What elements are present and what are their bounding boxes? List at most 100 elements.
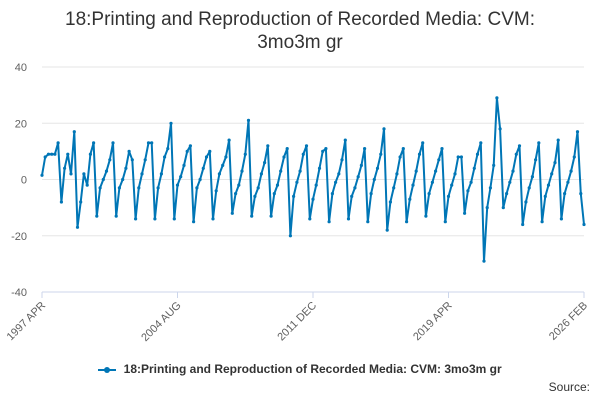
data-point[interactable] xyxy=(575,130,580,134)
data-point[interactable] xyxy=(401,147,405,151)
data-point[interactable] xyxy=(511,169,515,173)
data-point[interactable] xyxy=(259,172,263,176)
data-point[interactable] xyxy=(553,161,557,165)
data-point[interactable] xyxy=(517,144,522,148)
data-point[interactable] xyxy=(263,161,267,165)
data-point[interactable] xyxy=(411,183,415,187)
data-point[interactable] xyxy=(308,217,312,221)
data-point[interactable] xyxy=(582,222,586,227)
data-point[interactable] xyxy=(211,217,215,221)
data-point[interactable] xyxy=(117,186,121,190)
data-point[interactable] xyxy=(498,127,502,131)
data-point[interactable] xyxy=(524,200,528,204)
data-point[interactable] xyxy=(346,217,351,221)
data-point[interactable] xyxy=(375,166,380,170)
data-point[interactable] xyxy=(579,192,583,196)
data-point[interactable] xyxy=(366,220,370,224)
data-point[interactable] xyxy=(330,192,334,196)
data-point[interactable] xyxy=(143,158,147,162)
data-point[interactable] xyxy=(121,177,125,182)
data-point[interactable] xyxy=(279,169,283,173)
data-point[interactable] xyxy=(459,155,463,159)
data-point[interactable] xyxy=(446,194,451,198)
data-point[interactable] xyxy=(440,147,444,151)
data-point[interactable] xyxy=(488,186,492,190)
data-point[interactable] xyxy=(521,222,525,227)
data-point[interactable] xyxy=(443,220,447,224)
data-point[interactable] xyxy=(85,183,89,187)
data-point[interactable] xyxy=(398,155,402,159)
data-point[interactable] xyxy=(343,138,347,142)
data-point[interactable] xyxy=(214,189,218,193)
data-point[interactable] xyxy=(282,155,286,159)
data-point[interactable] xyxy=(166,147,170,151)
data-point[interactable] xyxy=(46,152,51,156)
data-point[interactable] xyxy=(321,149,325,153)
data-point[interactable] xyxy=(453,172,457,176)
data-point[interactable] xyxy=(372,177,376,182)
data-point[interactable] xyxy=(379,152,383,156)
data-point[interactable] xyxy=(427,192,431,196)
data-point[interactable] xyxy=(163,155,167,159)
data-point[interactable] xyxy=(550,172,554,176)
data-point[interactable] xyxy=(363,147,367,151)
data-point[interactable] xyxy=(98,186,102,190)
data-point[interactable] xyxy=(450,183,454,187)
data-point[interactable] xyxy=(295,180,299,184)
data-point[interactable] xyxy=(63,166,67,170)
data-point[interactable] xyxy=(95,214,99,218)
data-point[interactable] xyxy=(324,147,328,151)
data-point[interactable] xyxy=(369,192,373,196)
data-point[interactable] xyxy=(204,155,209,159)
data-point[interactable] xyxy=(75,225,80,229)
data-point[interactable] xyxy=(150,141,154,145)
data-point[interactable] xyxy=(534,158,538,162)
data-point[interactable] xyxy=(195,186,199,190)
data-point[interactable] xyxy=(514,152,518,156)
data-point[interactable] xyxy=(114,214,118,218)
data-point[interactable] xyxy=(224,155,228,159)
data-point[interactable] xyxy=(230,211,234,215)
data-point[interactable] xyxy=(385,228,389,232)
data-point[interactable] xyxy=(353,186,357,190)
data-point[interactable] xyxy=(298,169,302,173)
data-point[interactable] xyxy=(266,144,270,148)
data-point[interactable] xyxy=(169,121,173,125)
data-point[interactable] xyxy=(543,194,547,198)
data-point[interactable] xyxy=(437,158,441,162)
data-point[interactable] xyxy=(475,152,480,156)
data-point[interactable] xyxy=(479,141,483,145)
data-point[interactable] xyxy=(124,166,128,170)
data-point[interactable] xyxy=(340,158,344,162)
data-point[interactable] xyxy=(530,175,535,179)
data-point[interactable] xyxy=(311,197,315,201)
data-point[interactable] xyxy=(424,214,428,218)
data-point[interactable] xyxy=(134,217,138,221)
data-point[interactable] xyxy=(359,163,363,167)
data-point[interactable] xyxy=(508,180,512,184)
data-point[interactable] xyxy=(414,169,418,173)
data-point[interactable] xyxy=(146,141,151,145)
data-point[interactable] xyxy=(188,144,192,148)
data-point[interactable] xyxy=(111,141,115,145)
data-point[interactable] xyxy=(272,192,276,196)
data-point[interactable] xyxy=(388,200,392,204)
data-point[interactable] xyxy=(66,152,70,156)
data-point[interactable] xyxy=(69,172,73,176)
data-point[interactable] xyxy=(88,152,92,156)
data-point[interactable] xyxy=(156,186,160,190)
data-point[interactable] xyxy=(430,180,434,184)
data-point[interactable] xyxy=(492,163,496,167)
data-point[interactable] xyxy=(456,155,460,159)
data-point[interactable] xyxy=(182,163,186,167)
data-point[interactable] xyxy=(50,152,54,156)
data-point[interactable] xyxy=(240,169,244,173)
data-point[interactable] xyxy=(469,180,473,184)
data-point[interactable] xyxy=(234,192,238,196)
data-point[interactable] xyxy=(137,186,141,190)
data-point[interactable] xyxy=(527,186,531,190)
data-point[interactable] xyxy=(221,163,225,167)
data-point[interactable] xyxy=(495,96,499,100)
data-point[interactable] xyxy=(569,169,573,173)
data-point[interactable] xyxy=(501,206,505,210)
